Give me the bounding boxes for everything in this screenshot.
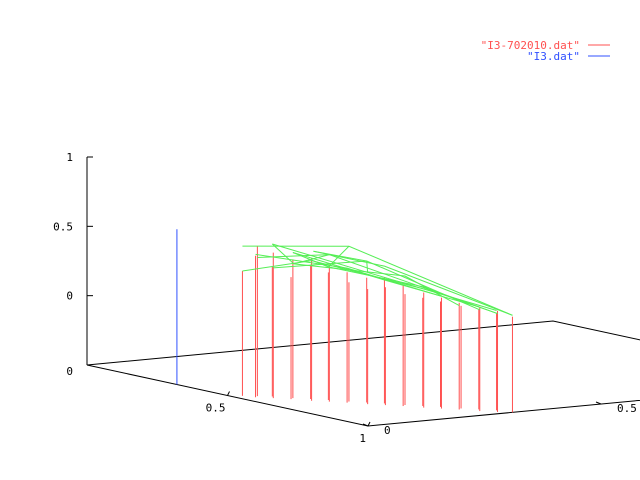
y-tick-label: 0 [384, 424, 391, 437]
legend: "I3-702010.dat""I3.dat" [481, 39, 610, 63]
z-tick-label: 1 [66, 151, 73, 164]
legend-label: "I3.dat" [527, 50, 580, 63]
surface-line [328, 266, 498, 315]
surface-line [273, 260, 480, 311]
surface-line [293, 263, 460, 306]
surface-line [242, 260, 441, 294]
x-tick-label: 1 [359, 432, 366, 445]
z-tick-label: 0 [66, 290, 73, 303]
surface-line [292, 245, 350, 268]
y-tick [362, 423, 369, 427]
x-tick [367, 421, 371, 427]
floor-frame [86, 320, 640, 427]
x-tick [227, 391, 230, 396]
impulses [176, 229, 513, 413]
y-tick [595, 401, 602, 405]
surface-line [313, 250, 513, 316]
z-floor-label: 0 [66, 365, 73, 378]
y-tick-label: 0.5 [617, 402, 637, 415]
surface-mesh [242, 243, 513, 316]
surface-line [255, 253, 442, 297]
surface-line [313, 250, 369, 273]
z-tick-label: 0.5 [53, 220, 73, 233]
surface-line [271, 243, 330, 265]
surface-line [292, 252, 479, 308]
legend-label: "I3-702010.dat" [481, 39, 580, 52]
x-tick-label: 0.5 [206, 402, 226, 415]
